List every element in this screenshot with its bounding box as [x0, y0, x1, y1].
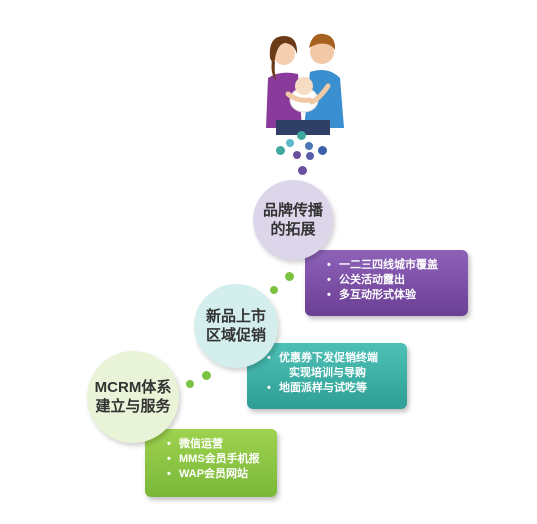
step-2-circle: 新品上市 区域促销 — [194, 284, 278, 368]
connector-dot — [186, 380, 194, 388]
decor-dot — [286, 139, 294, 147]
connector-dot — [285, 272, 294, 281]
step-3-title-line: MCRM体系 — [94, 379, 172, 396]
step-3-bullet: WAP会员网站 — [167, 467, 277, 482]
step-2-title-line: 区域促销 — [205, 327, 266, 344]
step-2-bullet-continued: 实现培训与导购 — [289, 367, 366, 379]
step-3-bullet: MMS会员手机报 — [167, 452, 277, 467]
step-1-title-line: 品牌传播 — [262, 202, 323, 219]
step-3-title-line: 建立与服务 — [95, 398, 171, 415]
decor-dot — [293, 151, 301, 159]
family-illustration — [266, 33, 344, 135]
connector-dot — [270, 286, 278, 294]
step-2-panel: 优惠券下发促销终端 实现培训与导购 地面派样与试吃等 — [247, 343, 407, 409]
decor-dot — [298, 166, 307, 175]
step-1-circle: 品牌传播 的拓展 — [253, 180, 333, 260]
step-2-bullet: 优惠券下发促销终端 — [267, 351, 407, 366]
step-2-title-line: 新品上市 — [205, 308, 266, 325]
connector-dot — [202, 371, 211, 380]
decor-dot — [276, 146, 285, 155]
step-3-bullet: 微信运营 — [167, 437, 277, 452]
step-1-bullet: 多互动形式体验 — [327, 288, 468, 303]
decor-dot — [305, 142, 313, 150]
step-3-panel: 微信运营 MMS会员手机报 WAP会员网站 — [145, 429, 277, 497]
step-1-title-line: 的拓展 — [270, 221, 316, 238]
decor-dot — [297, 131, 306, 140]
step-1-bullet: 一二三四线城市覆盖 — [327, 258, 468, 273]
decor-dot — [306, 152, 314, 160]
step-3-circle: MCRM体系 建立与服务 — [87, 351, 179, 443]
step-1-bullet: 公关活动露出 — [327, 273, 468, 288]
step-1-panel: 一二三四线城市覆盖 公关活动露出 多互动形式体验 — [305, 250, 468, 316]
decor-dot — [318, 146, 327, 155]
step-2-bullet: 地面派样与试吃等 — [267, 381, 407, 396]
